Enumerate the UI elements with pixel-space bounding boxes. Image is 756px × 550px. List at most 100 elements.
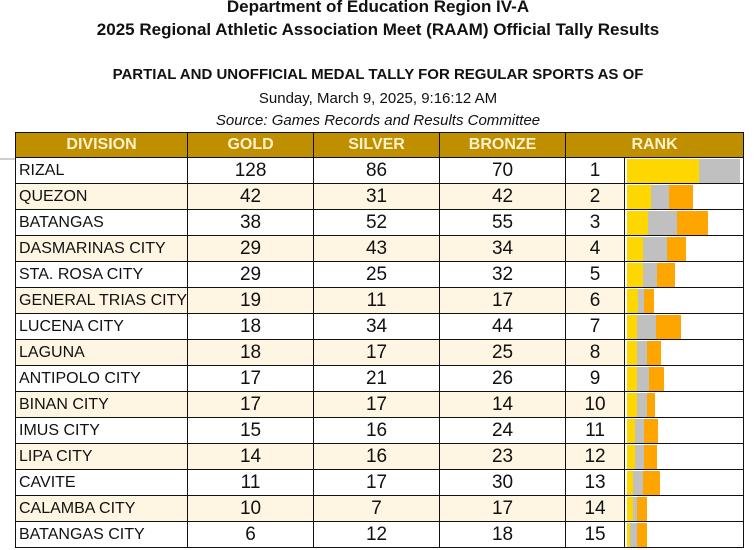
silver-count-cell: 11 — [313, 287, 441, 314]
silver-count-cell: 12 — [313, 521, 441, 548]
medal-stacked-bar — [627, 471, 740, 495]
medal-stacked-bar — [627, 393, 740, 417]
division-cell: BINAN CITY — [14, 391, 189, 418]
gold-count-cell: 29 — [187, 235, 315, 262]
division-cell: STA. ROSA CITY — [14, 261, 189, 288]
table-row: GENERAL TRIAS CITY 19 11 17 6 — [14, 287, 745, 314]
division-cell: ANTIPOLO CITY — [14, 365, 189, 392]
medal-bar-cell — [624, 417, 745, 444]
medal-stacked-bar — [627, 289, 740, 313]
bronze-count-cell: 24 — [439, 417, 567, 444]
rank-cell: 15 — [565, 521, 626, 548]
gold-count-cell: 29 — [187, 261, 315, 288]
gold-bar-segment — [627, 341, 638, 365]
silver-bar-segment — [635, 419, 645, 443]
gold-count-cell: 38 — [187, 209, 315, 236]
medal-bar-cell — [624, 287, 745, 314]
silver-count-cell: 25 — [313, 261, 441, 288]
rank-cell: 2 — [565, 183, 626, 210]
rank-cell: 14 — [565, 495, 626, 522]
bronze-bar-segment — [643, 471, 661, 495]
bronze-count-cell: 14 — [439, 391, 567, 418]
rank-cell: 3 — [565, 209, 626, 236]
table-row: QUEZON 42 31 42 2 — [14, 183, 745, 210]
bronze-count-cell: 23 — [439, 443, 567, 470]
bronze-bar-segment — [656, 315, 682, 339]
division-cell: BATANGAS CITY — [14, 521, 189, 548]
bronze-count-cell: 30 — [439, 469, 567, 496]
rank-cell: 6 — [565, 287, 626, 314]
division-cell: LIPA CITY — [14, 443, 189, 470]
medal-stacked-bar — [627, 237, 740, 261]
bronze-bar-segment — [677, 211, 709, 235]
rank-cell: 4 — [565, 235, 626, 262]
medal-bar-cell — [624, 261, 745, 288]
bronze-count-cell: 55 — [439, 209, 567, 236]
silver-bar-segment — [633, 471, 644, 495]
silver-bar-segment — [643, 263, 658, 287]
table-row: IMUS CITY 15 16 24 11 — [14, 417, 745, 444]
gold-bar-segment — [627, 471, 634, 495]
medal-bar-cell — [624, 235, 745, 262]
bronze-count-cell: 18 — [439, 521, 567, 548]
silver-count-cell: 34 — [313, 313, 441, 340]
table-row: LIPA CITY 14 16 23 12 — [14, 443, 745, 470]
table-row: BINAN CITY 17 17 14 10 — [14, 391, 745, 418]
medal-bar-cell — [624, 209, 745, 236]
gold-bar-segment — [627, 289, 639, 313]
silver-bar-segment — [637, 341, 648, 365]
silver-bar-segment — [699, 159, 741, 183]
medal-stacked-bar — [627, 185, 740, 209]
gold-bar-segment — [627, 315, 638, 339]
silver-count-cell: 16 — [313, 417, 441, 444]
medal-bar-cell — [624, 157, 745, 184]
bronze-count-cell: 44 — [439, 313, 567, 340]
gold-bar-segment — [627, 445, 636, 469]
gold-count-cell: 14 — [187, 443, 315, 470]
silver-bar-segment — [651, 185, 670, 209]
gold-bar-segment — [627, 263, 644, 287]
column-header-silver: SILVER — [313, 132, 441, 158]
division-cell: LUCENA CITY — [14, 313, 189, 340]
medal-stacked-bar — [627, 159, 741, 183]
silver-bar-segment — [643, 237, 668, 261]
source-note: Source: Games Records and Results Commit… — [215, 112, 541, 129]
silver-count-cell: 17 — [313, 339, 441, 366]
medal-bar-cell — [624, 313, 745, 340]
rank-cell: 10 — [565, 391, 626, 418]
silver-bar-segment — [637, 367, 650, 391]
silver-count-cell: 16 — [313, 443, 441, 470]
table-row: ANTIPOLO CITY 17 21 26 9 — [14, 365, 745, 392]
gold-count-cell: 11 — [187, 469, 315, 496]
bronze-bar-segment — [637, 523, 648, 547]
table-row: BATANGAS 38 52 55 3 — [14, 209, 745, 236]
medal-bar-cell — [624, 183, 745, 210]
division-cell: DASMARINAS CITY — [14, 235, 189, 262]
bronze-bar-segment — [644, 445, 658, 469]
medal-bar-cell — [624, 495, 745, 522]
gold-count-cell: 17 — [187, 391, 315, 418]
gold-bar-segment — [627, 367, 638, 391]
rank-cell: 11 — [565, 417, 626, 444]
medal-bar-cell — [624, 339, 745, 366]
table-body: RIZAL 128 86 70 1 QUEZON 42 31 42 2 BATANGAS 38 52 55… — [14, 157, 745, 548]
division-cell: RIZAL — [14, 157, 189, 184]
gold-bar-segment — [627, 497, 634, 521]
bronze-bar-segment — [644, 419, 659, 443]
division-cell: BATANGAS — [14, 209, 189, 236]
gold-count-cell: 17 — [187, 365, 315, 392]
column-header-division: DIVISION — [14, 132, 189, 158]
column-header-rank: RANK — [565, 132, 745, 158]
medal-stacked-bar — [627, 497, 740, 521]
table-header-row: DIVISION GOLD SILVER BRONZE RANK — [14, 132, 745, 158]
silver-bar-segment — [637, 393, 648, 417]
medal-stacked-bar — [627, 367, 740, 391]
rank-cell: 12 — [565, 443, 626, 470]
medal-stacked-bar — [627, 211, 740, 235]
medal-bar-cell — [624, 521, 745, 548]
page-title: Department of Education Region IV-A — [226, 0, 530, 16]
bronze-bar-segment — [647, 393, 656, 417]
gold-count-cell: 15 — [187, 417, 315, 444]
silver-bar-segment — [635, 445, 645, 469]
silver-count-cell: 86 — [313, 157, 441, 184]
